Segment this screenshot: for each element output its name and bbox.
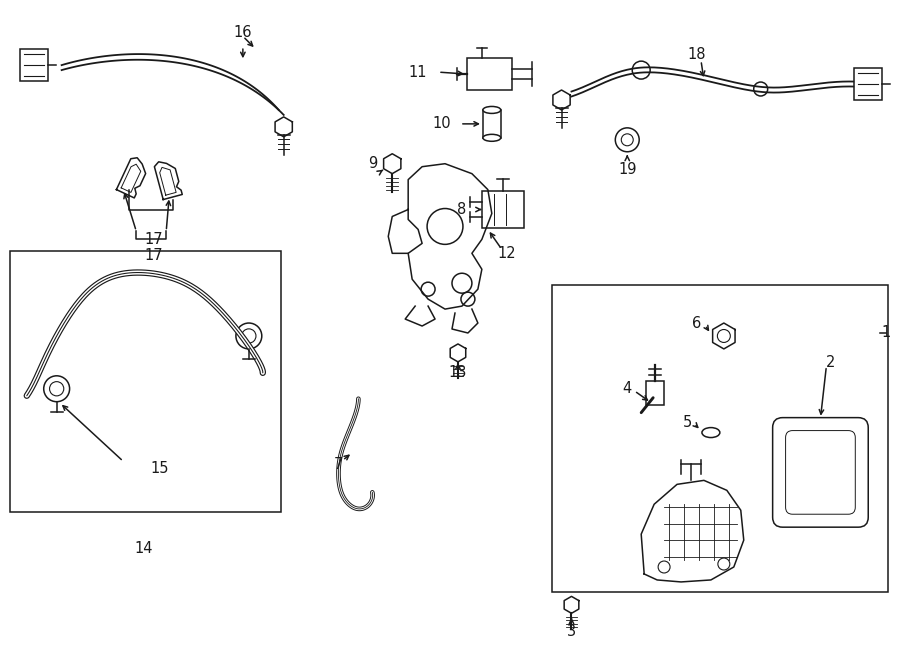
- Text: 3: 3: [567, 624, 576, 639]
- Circle shape: [44, 376, 69, 402]
- Circle shape: [616, 128, 639, 152]
- Text: 17: 17: [144, 232, 163, 247]
- Bar: [467, 58, 512, 90]
- Circle shape: [421, 282, 435, 296]
- FancyBboxPatch shape: [772, 418, 868, 527]
- Text: 15: 15: [150, 461, 168, 476]
- Circle shape: [236, 323, 262, 349]
- Text: 11: 11: [409, 65, 428, 79]
- Bar: [646, 381, 664, 405]
- Bar: [482, 190, 524, 229]
- Ellipse shape: [483, 106, 500, 114]
- Text: 9: 9: [368, 156, 377, 171]
- Text: 13: 13: [449, 366, 467, 380]
- Bar: [10, 251, 281, 512]
- Text: 10: 10: [433, 116, 451, 132]
- Circle shape: [428, 208, 463, 245]
- Circle shape: [632, 61, 650, 79]
- Text: 7: 7: [334, 457, 343, 472]
- Ellipse shape: [483, 134, 500, 141]
- Bar: [20, 49, 48, 81]
- Text: 5: 5: [682, 415, 691, 430]
- Text: 8: 8: [457, 202, 466, 217]
- Text: 18: 18: [688, 47, 706, 61]
- Text: 2: 2: [825, 356, 835, 370]
- Text: 4: 4: [623, 381, 632, 396]
- Text: 17: 17: [144, 249, 163, 263]
- Text: 14: 14: [134, 541, 152, 556]
- Circle shape: [718, 558, 730, 570]
- Circle shape: [658, 561, 670, 573]
- Text: 12: 12: [498, 246, 517, 261]
- Circle shape: [452, 273, 472, 293]
- Text: 1: 1: [882, 325, 891, 340]
- Circle shape: [461, 292, 475, 306]
- Bar: [854, 68, 882, 100]
- Text: 16: 16: [234, 24, 252, 40]
- Bar: [552, 285, 888, 592]
- Text: 6: 6: [692, 315, 702, 330]
- Circle shape: [753, 82, 768, 96]
- Bar: [483, 110, 500, 137]
- Ellipse shape: [702, 428, 720, 438]
- Text: 19: 19: [618, 162, 636, 177]
- Polygon shape: [641, 481, 743, 582]
- Circle shape: [717, 329, 730, 342]
